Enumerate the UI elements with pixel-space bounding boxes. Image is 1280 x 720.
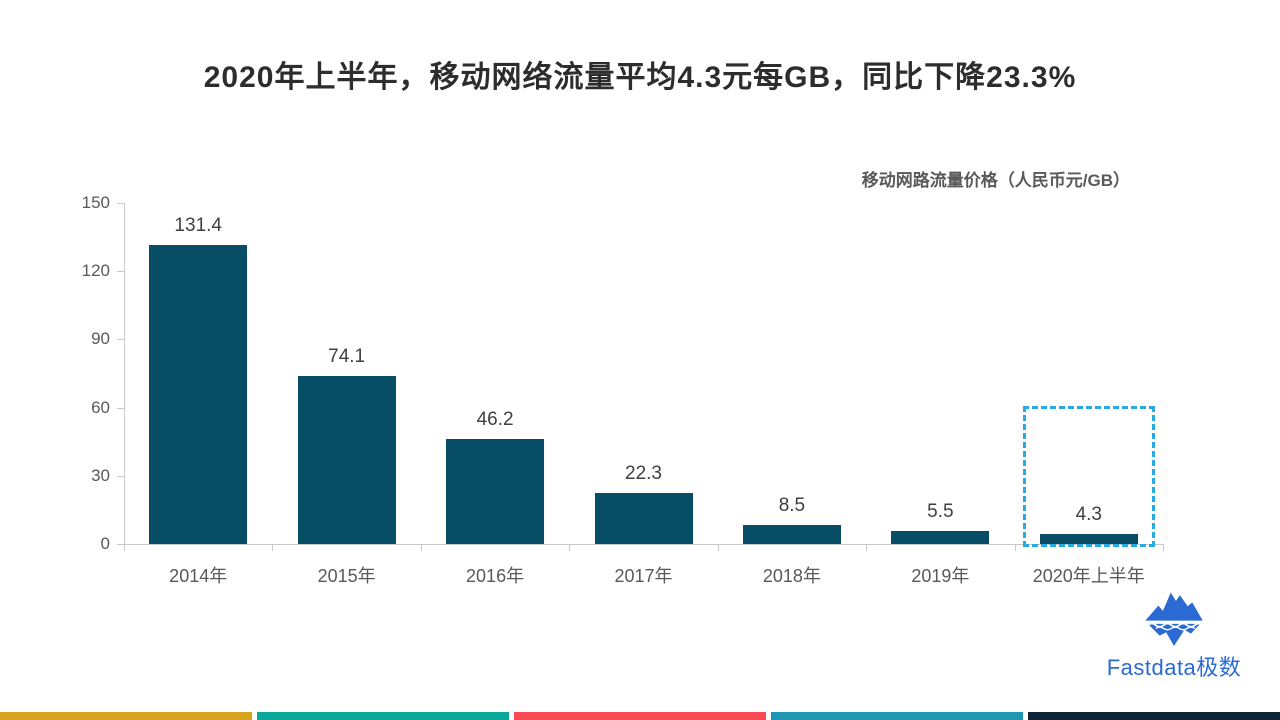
x-tick-mark <box>569 544 571 551</box>
footer-stripe <box>1028 712 1280 720</box>
x-axis-label: 2016年 <box>466 566 525 586</box>
bar-2019年 <box>891 531 990 544</box>
x-axis-label: 2014年 <box>169 566 228 586</box>
x-tick-mark <box>1014 544 1016 551</box>
y-axis-line <box>124 203 125 544</box>
bar-2015年 <box>297 375 396 544</box>
bar-value-label: 46.2 <box>476 408 514 430</box>
x-tick-mark <box>717 544 719 551</box>
x-tick-mark <box>420 544 422 551</box>
x-tick-mark <box>1163 544 1164 551</box>
x-axis-label: 2015年 <box>317 566 376 586</box>
bar-2020年上半年 <box>1039 534 1138 544</box>
x-axis-label: 2017年 <box>614 566 673 586</box>
footer-stripes <box>0 712 1280 720</box>
bar-2018年 <box>742 524 841 544</box>
footer-stripe <box>771 712 1023 720</box>
y-axis-tick-label: 150 <box>81 193 110 212</box>
footer-stripe <box>0 712 252 720</box>
y-axis-tick-label: 0 <box>100 534 110 553</box>
footer-stripe <box>514 712 766 720</box>
y-tick-mark <box>117 544 124 545</box>
chart-title: 2020年上半年，移动网络流量平均4.3元每GB，同比下降23.3% <box>203 61 1077 94</box>
y-tick-mark <box>117 339 124 341</box>
bar-value-label: 74.1 <box>328 345 366 367</box>
bar-value-label: 22.3 <box>625 463 662 485</box>
x-axis-label: 2020年上半年 <box>1032 566 1145 586</box>
bar-value-label: 131.4 <box>174 215 222 237</box>
y-axis-tick-label: 30 <box>91 465 110 485</box>
y-tick-mark <box>117 475 124 477</box>
chart-legend: 移动网路流量价格（人民币元/GB） <box>861 171 1130 190</box>
x-tick-mark <box>124 544 125 551</box>
x-axis-line <box>124 544 1163 545</box>
bar-2017年 <box>594 493 693 544</box>
highlight-dashed-box <box>1022 406 1155 547</box>
bar-value-label: 4.3 <box>1075 504 1102 526</box>
x-axis-label: 2019年 <box>911 566 970 586</box>
logo-text: Fastdata极数 <box>1106 655 1242 680</box>
fastdata-logo: Fastdata极数 <box>1098 588 1250 682</box>
x-tick-mark <box>866 544 868 551</box>
iceberg-icon <box>1145 592 1204 647</box>
y-axis-tick-label: 120 <box>81 261 110 281</box>
y-tick-mark <box>117 203 124 204</box>
y-axis-tick-label: 90 <box>91 329 110 349</box>
x-axis-label: 2018年 <box>762 566 821 586</box>
bar-value-label: 5.5 <box>927 501 954 523</box>
bar-2016年 <box>446 438 545 544</box>
y-tick-mark <box>117 271 124 273</box>
y-axis-tick-label: 60 <box>91 397 110 417</box>
footer-stripe <box>257 712 509 720</box>
x-tick-mark <box>272 544 274 551</box>
bar-2014年 <box>149 245 248 544</box>
bar-value-label: 8.5 <box>778 494 806 516</box>
y-tick-mark <box>117 407 124 409</box>
